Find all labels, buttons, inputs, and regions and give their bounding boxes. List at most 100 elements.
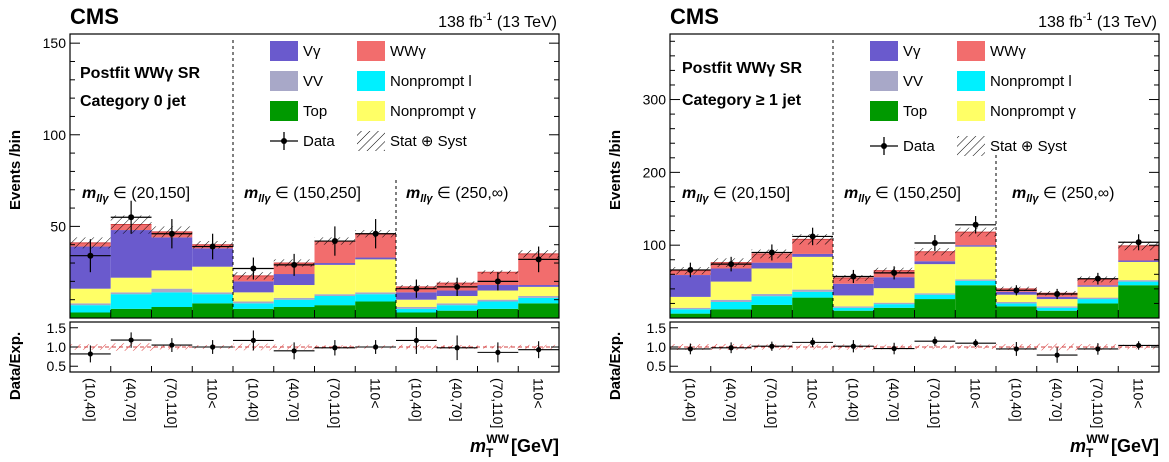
x-category-label: (70,110] bbox=[764, 378, 780, 428]
x-category-label: (10,40] bbox=[682, 378, 698, 422]
bar-segment bbox=[670, 275, 711, 297]
bar-segment bbox=[1036, 307, 1078, 311]
bar-segment bbox=[955, 279, 996, 281]
ratio-point bbox=[891, 345, 897, 352]
data-point bbox=[768, 249, 775, 256]
legend-label: VV bbox=[303, 73, 323, 90]
bar-segment bbox=[955, 245, 996, 247]
bar-segment bbox=[477, 299, 519, 302]
stacked-bars bbox=[670, 231, 1159, 318]
bar-segment bbox=[873, 288, 915, 303]
legend-label: Nonprompt γ bbox=[990, 103, 1076, 120]
ratio-tick-label: 1.5 bbox=[47, 320, 67, 336]
bar-segment bbox=[151, 307, 193, 318]
lumi-label: 138 fb-1 (13 TeV) bbox=[438, 11, 557, 31]
mass-bin-label: mllγ ∈ (20,150] bbox=[682, 185, 790, 205]
bar-segment bbox=[670, 296, 711, 308]
bar-segment bbox=[1036, 299, 1078, 307]
ratio-point bbox=[536, 347, 542, 353]
x-category-label: (10,40] bbox=[408, 378, 424, 422]
bar-segment bbox=[314, 305, 356, 318]
x-axis-title: mTWW [GeV] bbox=[1070, 432, 1159, 460]
x-category-label: (40,70] bbox=[886, 378, 902, 422]
x-axis-ticks bbox=[669, 310, 1160, 318]
bar-segment bbox=[110, 308, 152, 318]
ratio-points bbox=[670, 336, 1159, 363]
unc-band bbox=[914, 248, 956, 256]
data-point bbox=[209, 243, 216, 250]
bar-segment bbox=[477, 290, 519, 300]
bar-segment bbox=[751, 293, 793, 297]
bar-segment bbox=[192, 303, 233, 318]
bar-segment bbox=[1118, 261, 1159, 281]
bar-segment bbox=[996, 303, 1037, 307]
bar-segment bbox=[110, 277, 152, 293]
x-category-label: (40,70] bbox=[1049, 378, 1065, 422]
legend: Vγ WWγ VV Nonprompt l Top Nonprompt γ Da… bbox=[270, 41, 476, 151]
bar-segment bbox=[233, 281, 274, 293]
bar-segment bbox=[1118, 285, 1159, 318]
legend-hatch-swatch bbox=[357, 131, 385, 151]
bar-segment bbox=[914, 264, 956, 294]
bar-segment bbox=[1077, 303, 1119, 318]
bar-segment bbox=[151, 292, 193, 308]
bar-segment bbox=[477, 301, 519, 309]
bar-segment bbox=[518, 297, 559, 304]
bar-segment bbox=[1077, 299, 1119, 304]
cms-label: CMS bbox=[70, 4, 119, 29]
bar-segment bbox=[873, 304, 915, 308]
data-point bbox=[809, 233, 816, 240]
bar-segment bbox=[873, 302, 915, 305]
bar-segment bbox=[355, 257, 396, 260]
data-point bbox=[87, 252, 94, 259]
bar-segment bbox=[833, 307, 874, 311]
bar-segment bbox=[477, 308, 519, 318]
x-category-label: 110< bbox=[205, 378, 221, 409]
ratio-tick-label: 0.5 bbox=[47, 358, 67, 374]
legend-swatch bbox=[870, 41, 898, 61]
ratio-point bbox=[250, 337, 256, 344]
legend-label: Vγ bbox=[903, 43, 921, 60]
bar-segment bbox=[710, 309, 752, 318]
ratio-point bbox=[769, 343, 775, 349]
ratio-tick-label: 0.5 bbox=[647, 358, 667, 374]
ratio-plot: 0.5 1.0 1.5 Data/Exp. bbox=[607, 320, 1160, 400]
legend-label: Data bbox=[303, 133, 335, 150]
ratio-point bbox=[495, 349, 501, 355]
bar-segment bbox=[273, 297, 315, 300]
bar-segment bbox=[273, 274, 315, 286]
bar-segment bbox=[670, 309, 711, 314]
legend-label: WWγ bbox=[390, 43, 426, 60]
y-tick-label: 100 bbox=[643, 237, 667, 253]
bar-segment bbox=[314, 263, 356, 265]
ratio-point bbox=[728, 345, 734, 351]
data-point bbox=[728, 261, 735, 268]
bar-segment bbox=[1118, 280, 1159, 282]
bar-segment bbox=[233, 308, 274, 318]
y-axis-title: Events /bin bbox=[7, 130, 24, 210]
y-axis-ticks: 50 100 150 bbox=[43, 35, 559, 301]
ratio-point bbox=[932, 338, 938, 344]
data-points bbox=[670, 216, 1159, 300]
main-plot: 50 100 150 Postfit WWγ SR Category 0 jet m… bbox=[7, 33, 560, 319]
x-category-label: 110< bbox=[968, 378, 984, 409]
bar-segment bbox=[914, 251, 956, 262]
x-category-label: (10,40] bbox=[82, 378, 98, 422]
x-category-label: 110< bbox=[1131, 378, 1147, 409]
bar-segment bbox=[396, 308, 437, 313]
legend-swatch bbox=[357, 41, 385, 61]
ratio-point bbox=[87, 351, 93, 357]
x-category-label: (40,70] bbox=[286, 378, 302, 422]
legend-label: Nonprompt l bbox=[990, 73, 1072, 90]
legend-label: VV bbox=[903, 73, 923, 90]
bar-segment bbox=[710, 301, 752, 310]
legend-label: Data bbox=[903, 138, 935, 155]
bar-segment bbox=[233, 301, 274, 304]
x-category-label: (70,110] bbox=[327, 378, 343, 428]
ratio-axis-title: Data/Exp. bbox=[7, 332, 24, 400]
y-tick-label: 200 bbox=[643, 164, 667, 180]
bar-segment bbox=[1077, 297, 1119, 300]
bar-segment bbox=[914, 294, 956, 300]
ratio-point bbox=[210, 344, 216, 350]
